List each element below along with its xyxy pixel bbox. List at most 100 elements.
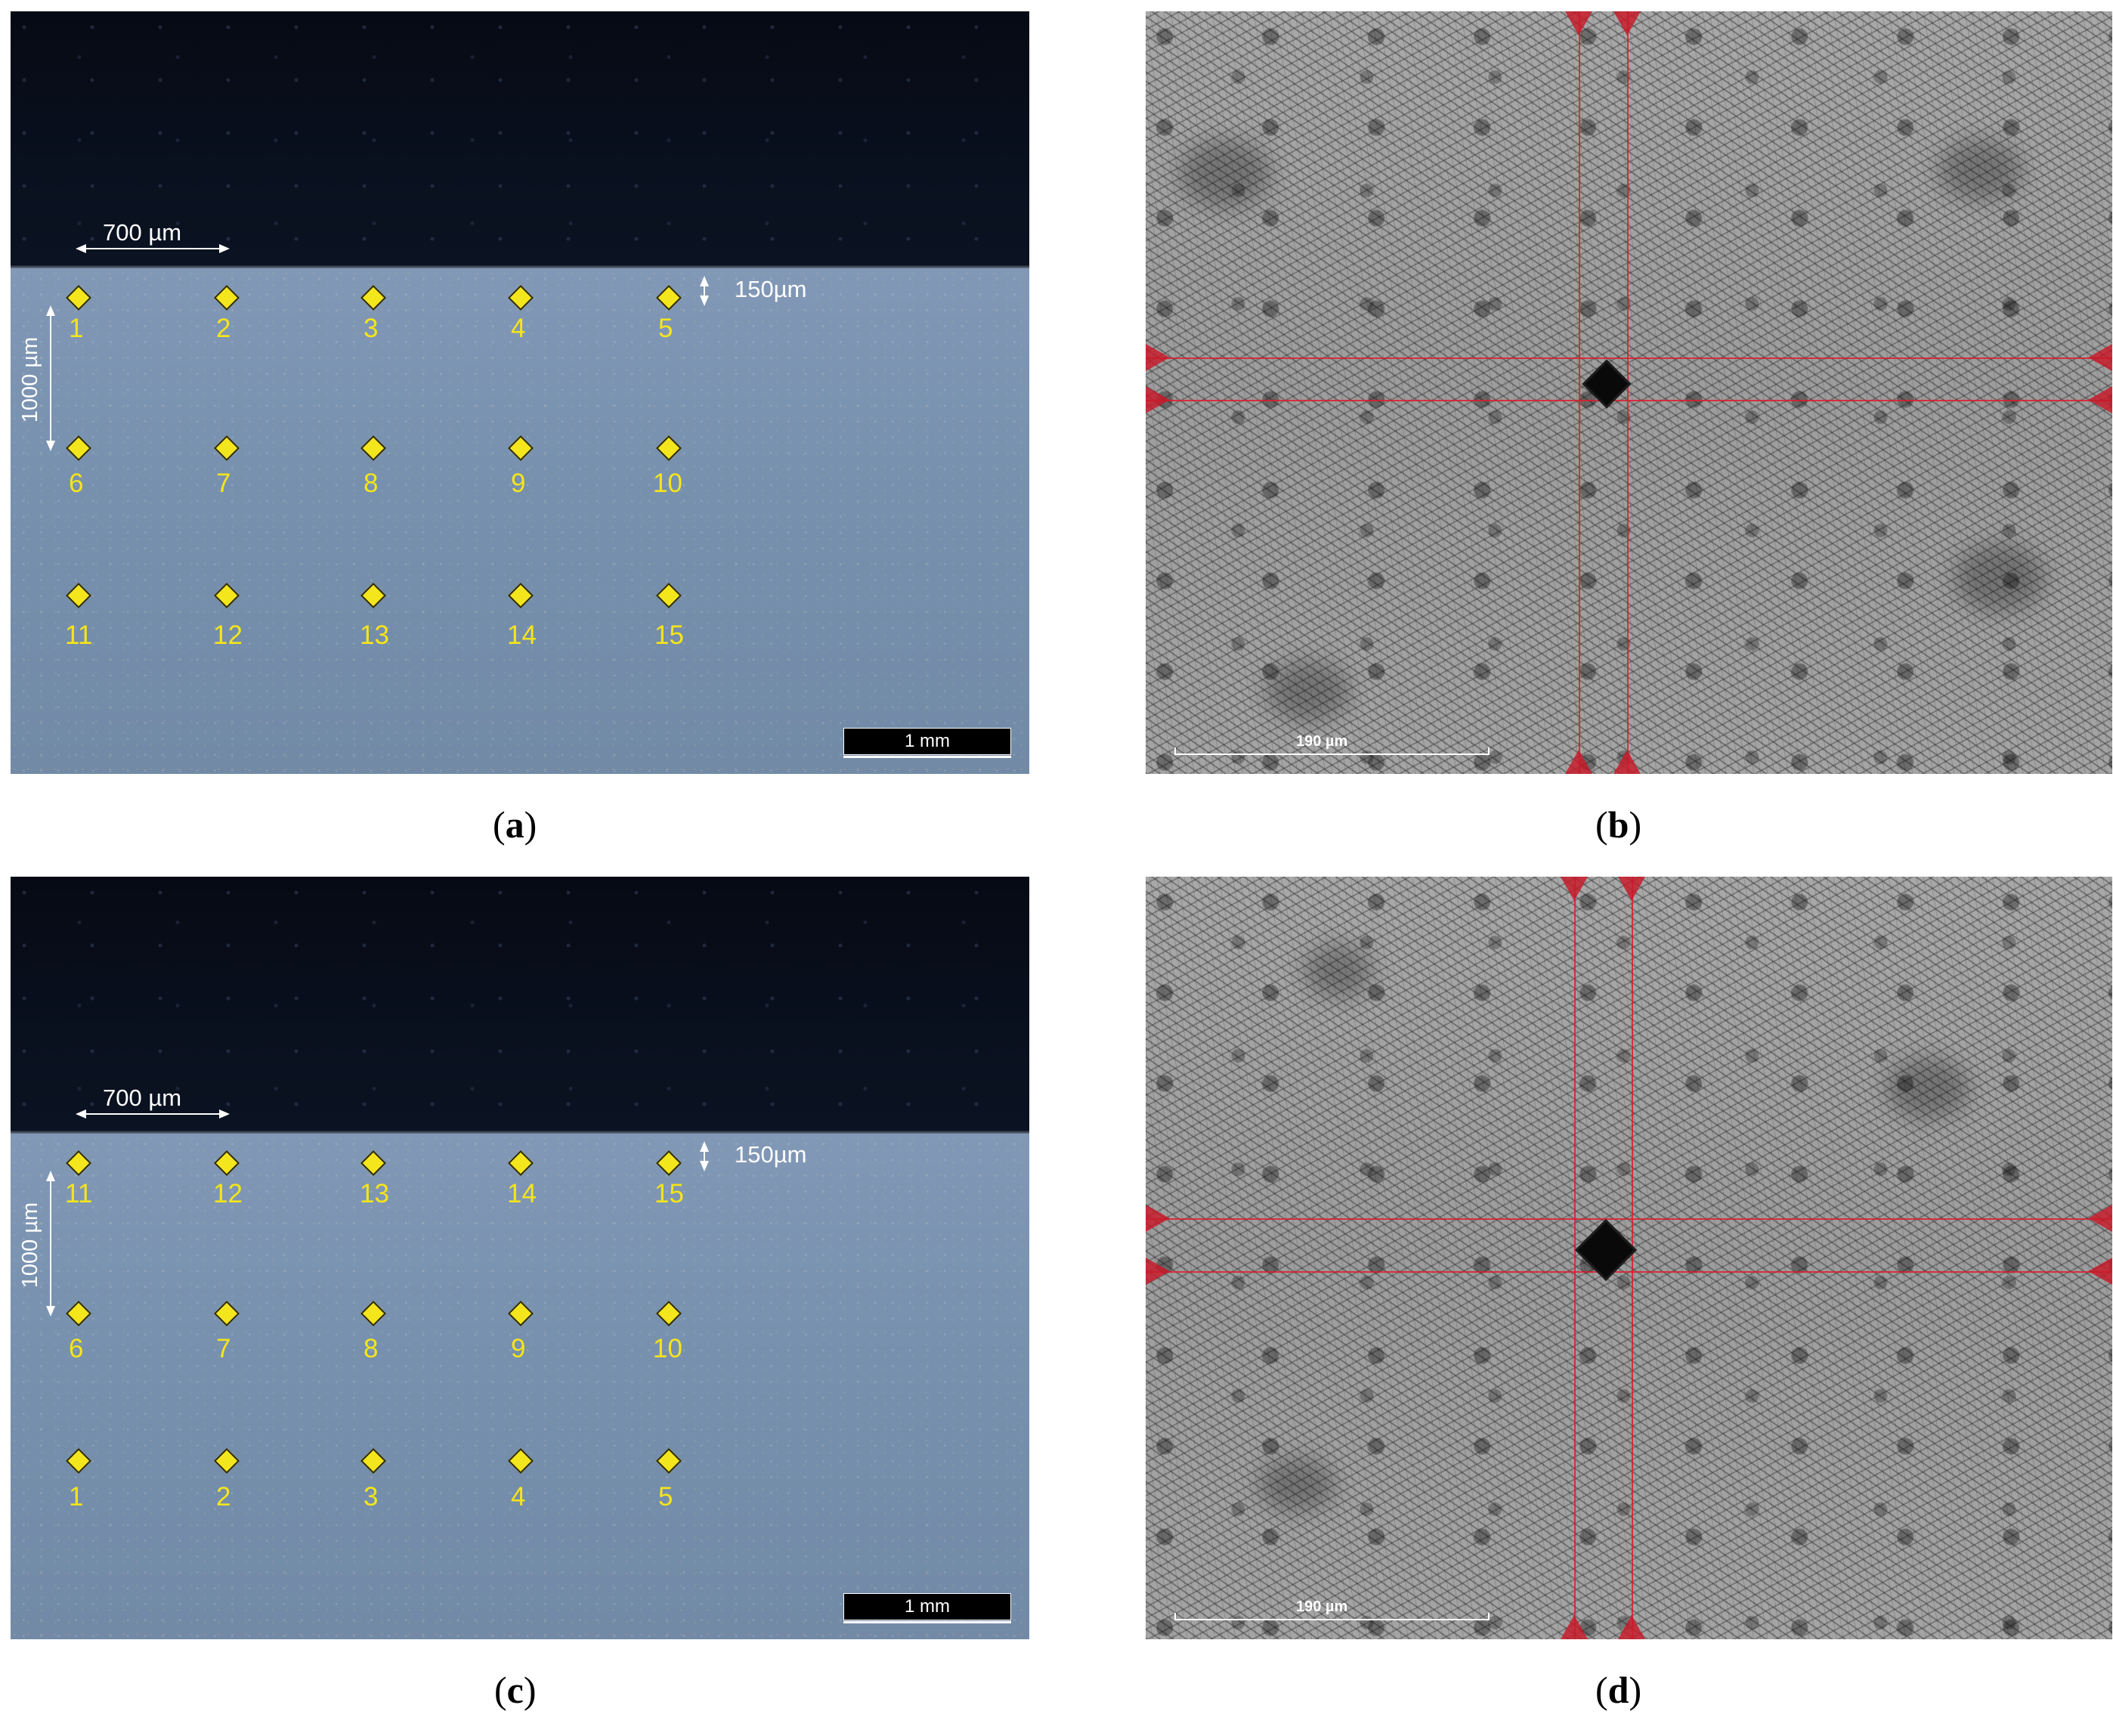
vertical-dimension-line <box>50 308 51 447</box>
panel-caption-b: (b) <box>1595 803 1642 846</box>
measurement-point-label: 5 <box>658 314 673 343</box>
measurement-point-label: 15 <box>654 1179 684 1208</box>
caption-letter: d <box>1607 1669 1629 1711</box>
red-marker-icon <box>1561 1615 1588 1639</box>
red-marker-icon <box>1146 1205 1170 1232</box>
micrograph-panel-c: 700 µm 150µm 1000 µm 11 12 13 14 15 6 7 … <box>11 877 1029 1639</box>
scale-bar-tick <box>1174 1613 1176 1620</box>
measurement-point-label: 8 <box>364 1334 379 1363</box>
scale-bar-line <box>1174 754 1490 755</box>
horizontal-dimension-label: 700 µm <box>103 219 182 246</box>
vertical-dimension-arrow-down-icon <box>46 441 55 451</box>
measurement-point-label: 12 <box>213 620 243 650</box>
indent-measurement-vertical-line <box>1579 11 1580 774</box>
dark-grain-cluster <box>1939 140 2022 200</box>
measurement-point-label: 4 <box>511 1482 526 1512</box>
dark-grain-cluster <box>1180 140 1270 208</box>
measurement-point-label: 8 <box>364 469 379 498</box>
red-marker-icon <box>1561 877 1588 901</box>
indent-measurement-horizontal-line <box>1146 400 2112 401</box>
indent-measurement-horizontal-line <box>1146 1271 2112 1273</box>
red-marker-icon <box>1146 386 1170 413</box>
indent-measurement-vertical-line <box>1574 877 1576 1639</box>
specimen-surface-region <box>11 268 1029 774</box>
scale-bar-line <box>843 756 1011 758</box>
panel-caption-a: (a) <box>493 803 537 846</box>
measurement-point-label: 13 <box>360 620 389 650</box>
measurement-point-label: 2 <box>216 1482 231 1512</box>
scale-bar-line <box>843 1621 1011 1623</box>
micrograph-panel-d: 190 µm <box>1146 877 2112 1639</box>
specimen-edge <box>11 1131 1029 1136</box>
measurement-point-label: 7 <box>216 1334 231 1363</box>
red-marker-icon <box>1613 11 1641 36</box>
scale-bar-tick <box>1488 747 1490 755</box>
horizontal-dimension-label: 700 µm <box>103 1085 182 1111</box>
caption-letter: b <box>1607 803 1629 846</box>
measurement-point-label: 9 <box>511 469 526 498</box>
indent-measurement-vertical-line <box>1632 877 1633 1639</box>
measurement-point-label: 3 <box>364 1482 379 1512</box>
caption-letter: c <box>506 1669 524 1711</box>
mounting-resin-region <box>11 877 1029 1134</box>
measurement-point-label: 2 <box>216 314 231 343</box>
vertical-dimension-arrow-up-icon <box>46 1171 55 1181</box>
measurement-point-label: 13 <box>360 1179 389 1208</box>
edge-dimension-label: 150µm <box>735 1141 807 1168</box>
micrograph-panel-a: 700 µm 150µm 1000 µm 1 2 3 4 5 6 7 8 9 1… <box>11 11 1029 774</box>
scale-bar-tick <box>1174 747 1176 755</box>
measurement-point-label: 10 <box>653 1334 682 1363</box>
vertical-dimension-line <box>50 1173 51 1312</box>
dark-grain-cluster <box>1886 1058 1969 1119</box>
scale-bar-tick <box>1488 1613 1490 1620</box>
vertical-dimension-label: 1000 µm <box>18 1202 43 1289</box>
specimen-edge <box>11 265 1029 271</box>
measurement-point-label: 15 <box>654 620 684 650</box>
edge-dimension-label: 150µm <box>735 276 807 302</box>
measurement-point-label: 1 <box>69 1482 84 1512</box>
measurement-point-label: 6 <box>69 1334 84 1363</box>
dimension-arrow-left-icon <box>76 244 86 253</box>
panel-caption-d: (d) <box>1595 1669 1642 1711</box>
edge-dimension-line <box>704 281 705 302</box>
red-marker-icon <box>2088 1258 2112 1285</box>
scale-bar-label: 190 µm <box>1296 733 1348 750</box>
red-marker-icon <box>2088 386 2112 413</box>
red-marker-icon <box>1146 1258 1170 1285</box>
measurement-point-label: 12 <box>213 1179 243 1208</box>
edge-dimension-arrow-down-icon <box>700 1161 709 1171</box>
red-marker-icon <box>1618 877 1645 901</box>
measurement-point-label: 14 <box>507 620 537 650</box>
scale-bar-line <box>1174 1619 1490 1620</box>
measurement-point-label: 4 <box>511 314 526 343</box>
red-marker-icon <box>1565 11 1592 36</box>
vertical-dimension-arrow-up-icon <box>46 305 55 316</box>
mounting-resin-region <box>11 11 1029 268</box>
dark-grain-cluster <box>1267 661 1350 722</box>
red-marker-icon <box>2088 344 2112 371</box>
dark-grain-cluster <box>1304 945 1372 998</box>
dark-grain-cluster <box>1954 544 2045 612</box>
edge-dimension-line <box>704 1147 705 1168</box>
measurement-point-label: 5 <box>658 1482 673 1512</box>
specimen-surface-region <box>11 1134 1029 1639</box>
edge-dimension-arrow-up-icon <box>700 1141 709 1152</box>
measurement-point-label: 11 <box>65 620 93 650</box>
measurement-point-label: 6 <box>69 469 84 498</box>
edge-dimension-arrow-up-icon <box>700 276 709 286</box>
measurement-point-label: 9 <box>511 1334 526 1363</box>
dimension-arrow-left-icon <box>76 1109 86 1119</box>
vertical-dimension-label: 1000 µm <box>18 336 43 423</box>
measurement-point-label: 7 <box>216 469 231 498</box>
measurement-point-label: 11 <box>65 1179 93 1208</box>
micrograph-panel-b: 190 µm <box>1146 11 2112 774</box>
scale-bar-label: 190 µm <box>1296 1598 1348 1615</box>
scale-bar-label: 1 mm <box>843 1593 1011 1620</box>
red-marker-icon <box>2088 1205 2112 1232</box>
red-marker-icon <box>1565 750 1592 774</box>
measurement-point-label: 1 <box>69 314 84 343</box>
indent-measurement-horizontal-line <box>1146 357 2112 359</box>
indent-measurement-vertical-line <box>1627 11 1629 774</box>
horizontal-dimension-line <box>80 248 222 249</box>
measurement-point-label: 10 <box>653 469 682 498</box>
